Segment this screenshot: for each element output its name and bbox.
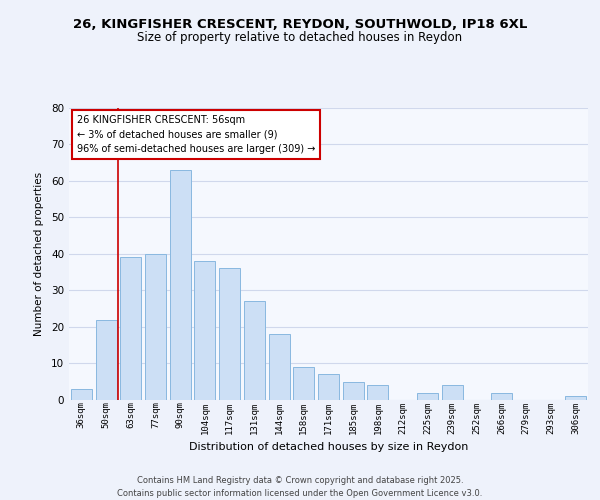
Bar (194, 261, 215, 400)
Bar (417, 392, 438, 400)
Bar (442, 386, 463, 400)
Bar (120, 258, 141, 400)
Bar (71, 389, 92, 400)
Bar (318, 374, 339, 400)
Bar (145, 254, 166, 400)
Bar (244, 302, 265, 400)
Bar (219, 268, 240, 400)
Text: 26, KINGFISHER CRESCENT, REYDON, SOUTHWOLD, IP18 6XL: 26, KINGFISHER CRESCENT, REYDON, SOUTHWO… (73, 18, 527, 30)
Text: Contains HM Land Registry data © Crown copyright and database right 2025.
Contai: Contains HM Land Registry data © Crown c… (118, 476, 482, 498)
Bar (170, 170, 191, 400)
Bar (367, 386, 388, 400)
X-axis label: Distribution of detached houses by size in Reydon: Distribution of detached houses by size … (189, 442, 468, 452)
Text: Size of property relative to detached houses in Reydon: Size of property relative to detached ho… (137, 31, 463, 44)
Bar (565, 396, 586, 400)
Bar (293, 367, 314, 400)
Bar (95, 320, 116, 400)
Bar (269, 334, 290, 400)
Text: 26 KINGFISHER CRESCENT: 56sqm
← 3% of detached houses are smaller (9)
96% of sem: 26 KINGFISHER CRESCENT: 56sqm ← 3% of de… (77, 115, 315, 154)
Bar (343, 382, 364, 400)
Y-axis label: Number of detached properties: Number of detached properties (34, 172, 44, 336)
Bar (491, 392, 512, 400)
